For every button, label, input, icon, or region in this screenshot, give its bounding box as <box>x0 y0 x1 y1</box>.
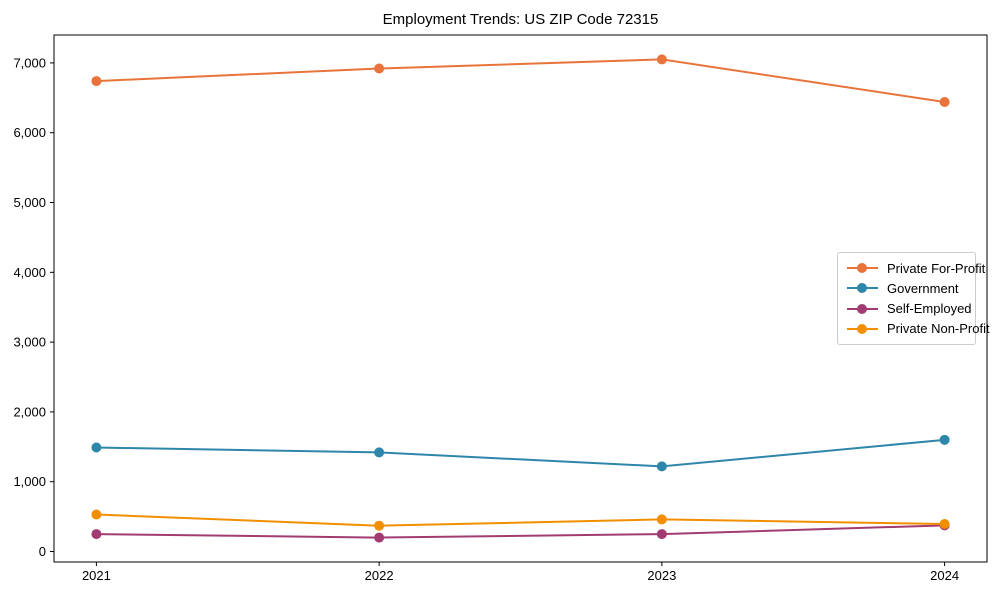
legend-label: Private Non-Profit <box>887 321 990 337</box>
y-tick-label: 6,000 <box>13 125 46 140</box>
data-point-marker <box>91 529 102 540</box>
data-point-marker <box>656 529 667 540</box>
chart-title: Employment Trends: US ZIP Code 72315 <box>382 11 659 28</box>
data-point-marker <box>91 442 102 453</box>
legend-label: Private For-Profit <box>887 260 986 276</box>
y-tick-label: 0 <box>39 544 46 559</box>
y-tick-label: 4,000 <box>13 265 46 280</box>
legend: Private For-Profit Government Self-Emplo… <box>837 252 990 345</box>
x-tick-label: 2024 <box>930 568 959 583</box>
y-tick-label: 1,000 <box>13 474 46 489</box>
legend-swatch-line-marker-icon <box>847 262 878 274</box>
legend-label: Self-Employed <box>887 301 972 317</box>
y-tick-label: 3,000 <box>13 335 46 350</box>
data-point-marker <box>939 434 950 445</box>
series-line <box>95 524 946 539</box>
x-tick-label: 2023 <box>647 568 676 583</box>
legend-item: Self-Employed <box>847 301 972 317</box>
series-line <box>95 58 946 104</box>
data-point-marker <box>374 520 385 531</box>
legend-swatch-line-marker-icon <box>847 282 878 294</box>
y-tick-label: 5,000 <box>13 195 46 210</box>
legend-item: Private Non-Profit <box>847 321 990 337</box>
legend-item: Private For-Profit <box>847 260 985 276</box>
y-tick-label: 2,000 <box>13 404 46 419</box>
data-point-marker <box>656 54 667 65</box>
data-point-marker <box>374 447 385 458</box>
series-line <box>95 438 946 468</box>
series-line <box>95 513 946 527</box>
legend-swatch-line-marker-icon <box>847 303 878 315</box>
data-point-marker <box>91 509 102 520</box>
legend-label: Government <box>887 280 959 296</box>
y-tick-label: 7,000 <box>13 55 46 70</box>
x-tick-label: 2022 <box>365 568 394 583</box>
data-point-marker <box>939 97 950 108</box>
data-point-marker <box>91 76 102 87</box>
data-point-marker <box>374 63 385 74</box>
axes-box <box>53 34 988 563</box>
legend-swatch-line-marker-icon <box>847 323 878 335</box>
legend-item: Government <box>847 280 967 296</box>
data-point-marker <box>656 461 667 472</box>
data-point-marker <box>656 514 667 525</box>
data-point-marker <box>374 532 385 543</box>
data-point-marker <box>939 518 950 529</box>
x-tick-label: 2021 <box>82 568 111 583</box>
